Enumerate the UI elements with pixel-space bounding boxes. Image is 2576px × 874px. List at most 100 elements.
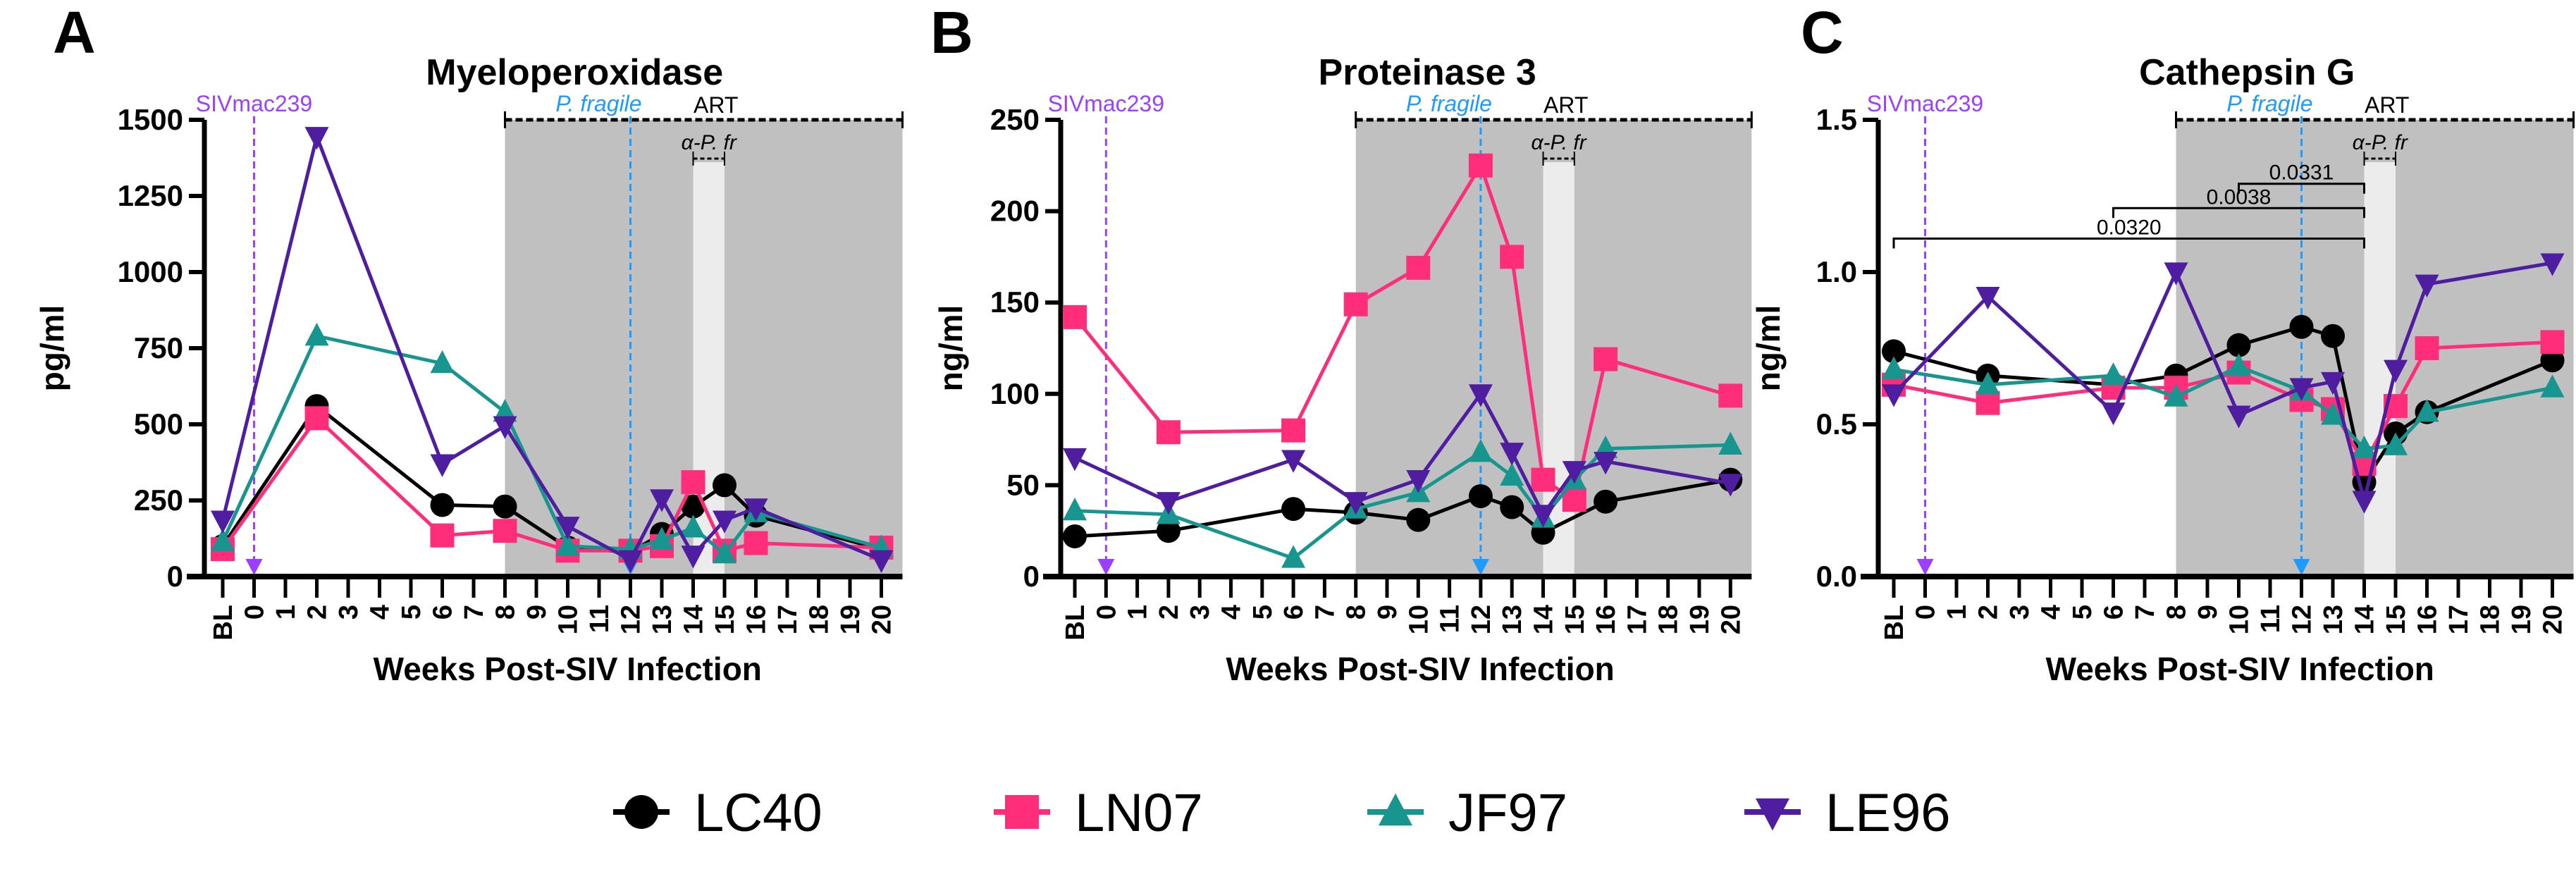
data-point: [2321, 324, 2345, 348]
data-point: [2164, 383, 2188, 407]
y-tick-label: 200: [990, 195, 1040, 228]
chart-title: Cathepsin G: [2139, 52, 2355, 93]
antibody-label: α-P. fr: [2353, 131, 2408, 154]
x-tick-label: 16: [742, 605, 772, 634]
data-point: [1500, 245, 1524, 269]
data-point: [430, 454, 455, 477]
x-tick-label: 11: [1436, 605, 1465, 633]
x-tick-label: 16: [2413, 605, 2443, 634]
pfragile-arrow-icon: [1472, 559, 1489, 575]
data-point: [2384, 359, 2408, 383]
x-tick-label: 16: [1591, 605, 1621, 634]
x-tick-label: 3: [1185, 605, 1215, 620]
x-tick-label: 12: [617, 605, 646, 634]
data-point: [2352, 435, 2377, 459]
data-point: [2540, 348, 2565, 373]
data-point: [1976, 371, 2000, 395]
x-tick-label: 13: [648, 605, 677, 634]
data-point: [1156, 519, 1181, 543]
data-point: [1882, 384, 1906, 407]
x-tick-label: 17: [1622, 605, 1652, 634]
x-tick-label: 13: [2319, 605, 2348, 634]
panel-b: B Proteinase 3 ART α-P. fr SIVmac239 P. fragi…: [930, 0, 1753, 687]
x-tick-label: 14: [1529, 605, 1559, 634]
x-tick-label: 5: [1248, 605, 1278, 620]
x-tick-label: 2: [1154, 605, 1184, 620]
x-tick-label: BL: [209, 605, 238, 641]
x-tick-label: 1: [271, 605, 301, 620]
x-tick-label: 11: [585, 605, 615, 633]
y-tick-label: 500: [134, 407, 183, 441]
x-tick-label: 10: [554, 605, 584, 634]
x-tick-label: 5: [397, 605, 426, 620]
data-point: [1468, 153, 1493, 178]
antibody-label: α-P. fr: [682, 131, 737, 154]
x-tick-label: 13: [1498, 605, 1527, 634]
data-point: [2540, 374, 2565, 398]
siv-arrow-icon: [245, 559, 263, 575]
data-point: [1343, 292, 1368, 316]
y-tick-label: 750: [134, 331, 183, 364]
data-point: [2352, 491, 2377, 514]
y-tick-label: 0.5: [1816, 407, 1857, 441]
x-tick-label: 17: [773, 605, 803, 634]
data-point: [304, 127, 329, 150]
data-point: [1281, 450, 1306, 473]
legend-item-le96: LE96: [1744, 783, 1951, 843]
series-lc40: [1063, 467, 1743, 548]
x-tick-label: 2: [1974, 605, 2004, 620]
data-point: [211, 528, 235, 551]
data-point: [1063, 304, 1087, 329]
data-point: [1005, 795, 1039, 829]
significance-bracket: [1892, 237, 2365, 249]
legend-item-lc40: LC40: [613, 783, 822, 843]
siv-label: SIVmac239: [196, 91, 312, 116]
y-tick-label: 1000: [118, 255, 183, 288]
x-tick-label: 8: [2162, 605, 2192, 620]
y-axis-label: pg/ml: [34, 305, 70, 392]
data-point: [1756, 798, 1789, 831]
data-point: [1406, 255, 1431, 280]
x-tick-label: 9: [2193, 605, 2223, 620]
data-point: [2101, 362, 2126, 386]
x-tick-label: 18: [805, 605, 834, 634]
data-point: [2415, 274, 2439, 297]
x-tick-label: 15: [2381, 605, 2411, 634]
y-tick-label: 150: [990, 285, 1040, 319]
p-value-label: 0.0320: [2097, 216, 2162, 239]
data-point: [1343, 492, 1368, 515]
siv-arrow-icon: [1916, 559, 1934, 575]
data-point: [744, 531, 768, 555]
data-point: [1718, 431, 1743, 455]
x-tick-label: 4: [1217, 605, 1247, 620]
x-tick-label: 9: [522, 605, 552, 620]
data-point: [1468, 439, 1493, 462]
x-tick-label: 11: [2256, 605, 2286, 633]
x-tick-label: 3: [334, 605, 364, 620]
y-tick-label: 50: [1006, 468, 1040, 501]
data-point: [1976, 390, 2000, 415]
data-point: [1406, 470, 1431, 493]
pfragile-label: P. fragile: [1406, 91, 1492, 116]
panel-letter: A: [53, 0, 96, 66]
data-point: [2164, 262, 2188, 285]
data-point: [493, 416, 517, 439]
data-point: [211, 510, 235, 534]
data-point: [650, 527, 674, 550]
y-tick-label: 1.0: [1816, 255, 1857, 288]
x-tick-label: 0: [1911, 605, 1941, 620]
y-tick-label: 250: [990, 103, 1040, 136]
x-tick-label: 17: [2444, 605, 2474, 634]
data-point: [2384, 432, 2408, 455]
data-point: [555, 517, 580, 540]
y-tick-label: 100: [990, 377, 1040, 410]
x-tick-label: 4: [2037, 605, 2066, 620]
data-point: [2289, 378, 2314, 401]
data-point: [713, 510, 737, 534]
pfragile-label: P. fragile: [555, 91, 641, 116]
data-point: [1718, 474, 1743, 497]
data-point: [1500, 443, 1524, 466]
x-axis-label: Weeks Post-SIV Infection: [1226, 651, 1615, 687]
legend-item-jf97: JF97: [1367, 783, 1567, 843]
